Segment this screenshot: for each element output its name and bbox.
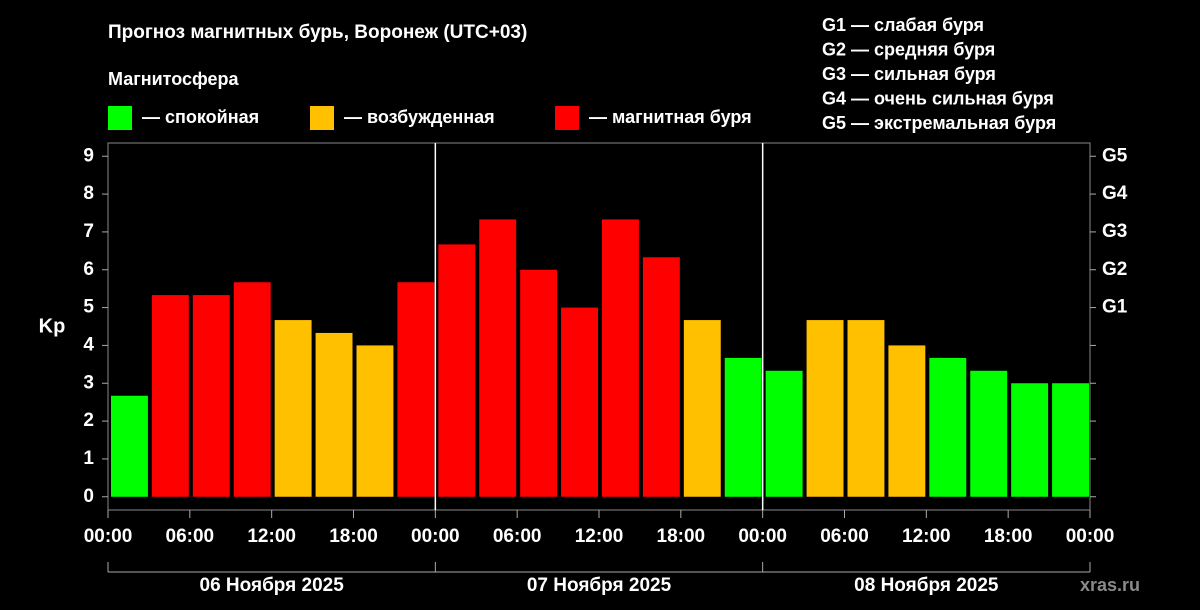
legend-label: — спокойная — [142, 107, 259, 127]
legend-label: — магнитная буря — [589, 107, 752, 127]
y-tick-label: 2 — [83, 410, 94, 431]
x-tick-label: 00:00 — [738, 526, 787, 547]
legend-swatch — [310, 106, 334, 130]
legend-title: Магнитосфера — [108, 69, 240, 89]
bar — [520, 269, 558, 497]
y-tick-label: 0 — [83, 486, 94, 507]
watermark: xras.ru — [1080, 575, 1140, 595]
y2-tick-label: G1 — [1102, 297, 1128, 318]
bar — [274, 320, 312, 497]
bar — [929, 357, 967, 497]
x-tick-label: 18:00 — [329, 526, 378, 547]
x-tick-label: 12:00 — [575, 526, 624, 547]
storm-level: G3 — сильная буря — [822, 64, 996, 84]
y2-tick-label: G5 — [1102, 145, 1128, 166]
y-tick-label: 3 — [83, 372, 94, 393]
x-tick-label: 18:00 — [657, 526, 706, 547]
bar — [602, 219, 639, 497]
x-tick-label: 12:00 — [902, 526, 951, 547]
day-label: 08 Ноября 2025 — [854, 575, 999, 596]
y-tick-label: 8 — [83, 183, 94, 204]
y-axis-label: Kp — [39, 315, 66, 337]
bar — [111, 395, 148, 497]
x-tick-label: 06:00 — [493, 526, 542, 547]
y-tick-label: 5 — [83, 297, 94, 318]
bar — [479, 219, 517, 497]
storm-level: G5 — экстремальная буря — [822, 113, 1056, 133]
bar — [1052, 383, 1089, 497]
bar — [970, 370, 1008, 497]
y-tick-label: 6 — [83, 259, 94, 280]
storm-level: G2 — средняя буря — [822, 39, 995, 59]
x-tick-label: 00:00 — [1066, 526, 1115, 547]
y2-tick-label: G4 — [1102, 183, 1128, 204]
bar — [1011, 383, 1049, 497]
x-tick-label: 12:00 — [247, 526, 296, 547]
x-tick-label: 06:00 — [820, 526, 869, 547]
legend-swatch — [108, 106, 132, 130]
legend-label: — возбужденная — [344, 107, 495, 127]
y-tick-label: 9 — [83, 145, 94, 166]
chart-title: Прогноз магнитных бурь, Воронеж (UTC+03) — [108, 22, 527, 43]
bar — [806, 320, 844, 497]
bar — [438, 244, 476, 497]
bar — [397, 282, 435, 497]
storm-level: G1 — слабая буря — [822, 15, 984, 35]
bar — [233, 282, 271, 497]
bar — [765, 370, 803, 497]
storm-level: G4 — очень сильная буря — [822, 88, 1054, 108]
day-label: 06 Ноября 2025 — [200, 575, 345, 596]
y-tick-label: 7 — [83, 221, 94, 242]
bar — [192, 295, 230, 497]
bar — [683, 320, 721, 497]
y-tick-label: 4 — [83, 334, 94, 355]
bar — [847, 320, 885, 497]
y2-tick-label: G2 — [1102, 259, 1127, 280]
bar — [888, 345, 926, 497]
x-tick-label: 00:00 — [84, 526, 133, 547]
bar — [724, 357, 762, 497]
bar — [151, 295, 189, 497]
x-tick-label: 00:00 — [411, 526, 460, 547]
bar — [642, 257, 680, 497]
bar — [561, 307, 598, 497]
bar — [315, 332, 353, 497]
bar — [356, 345, 394, 497]
y2-tick-label: G3 — [1102, 221, 1127, 242]
day-label: 07 Ноября 2025 — [527, 575, 672, 596]
y-tick-label: 1 — [83, 448, 94, 469]
x-tick-label: 06:00 — [166, 526, 215, 547]
legend-swatch — [555, 106, 579, 130]
x-tick-label: 18:00 — [984, 526, 1033, 547]
